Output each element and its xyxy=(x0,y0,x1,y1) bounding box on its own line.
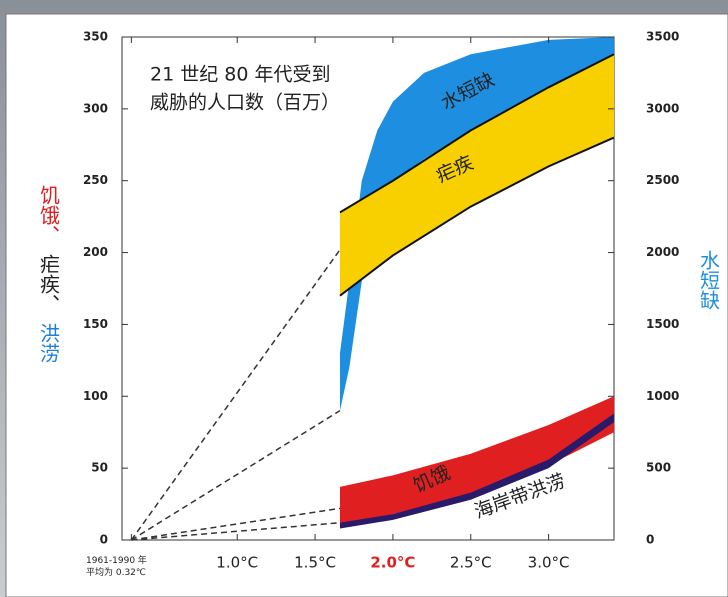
annotation: 威胁的人口数（百万） xyxy=(150,92,340,114)
annotation: 21 世纪 80 年代受到 xyxy=(150,64,330,86)
y-tick-label: 300 xyxy=(83,101,108,115)
y2-tick-label: 0 xyxy=(646,533,654,547)
y2-axis-label: 水短缺 xyxy=(697,250,721,310)
x-tick-label: 3.0°C xyxy=(528,554,570,572)
y-tick-label: 150 xyxy=(83,317,108,331)
y-tick-label: 50 xyxy=(91,461,108,475)
y-axis-label: 饥饿、 xyxy=(37,185,61,245)
x-tick-label: 2.0°C xyxy=(370,554,415,572)
chart: 21 世纪 80 年代受到 威胁的人口数（百万） 水短缺疟疾饥饿海岸带洪涝050… xyxy=(0,0,728,597)
x-tick-label: 1.5°C xyxy=(294,554,336,572)
x-tick-label: 2.5°C xyxy=(450,554,492,572)
y2-tick-label: 2500 xyxy=(646,173,679,187)
y-tick-label: 250 xyxy=(83,173,108,187)
y2-tick-label: 2000 xyxy=(646,245,679,259)
y-tick-label: 100 xyxy=(83,389,108,403)
y-tick-label: 0 xyxy=(100,533,108,547)
y2-tick-label: 1500 xyxy=(646,317,679,331)
y2-tick-label: 3500 xyxy=(646,30,679,44)
y-axis-label: 疟疾、 xyxy=(37,254,61,314)
y-tick-label: 350 xyxy=(83,30,108,44)
y2-tick-label: 500 xyxy=(646,461,671,475)
y2-tick-label: 1000 xyxy=(646,389,679,403)
x-tick-label: 1.0°C xyxy=(216,554,258,572)
y-axis-label: 洪涝 xyxy=(37,323,61,363)
y2-tick-label: 3000 xyxy=(646,101,679,115)
y-tick-label: 200 xyxy=(83,245,108,259)
